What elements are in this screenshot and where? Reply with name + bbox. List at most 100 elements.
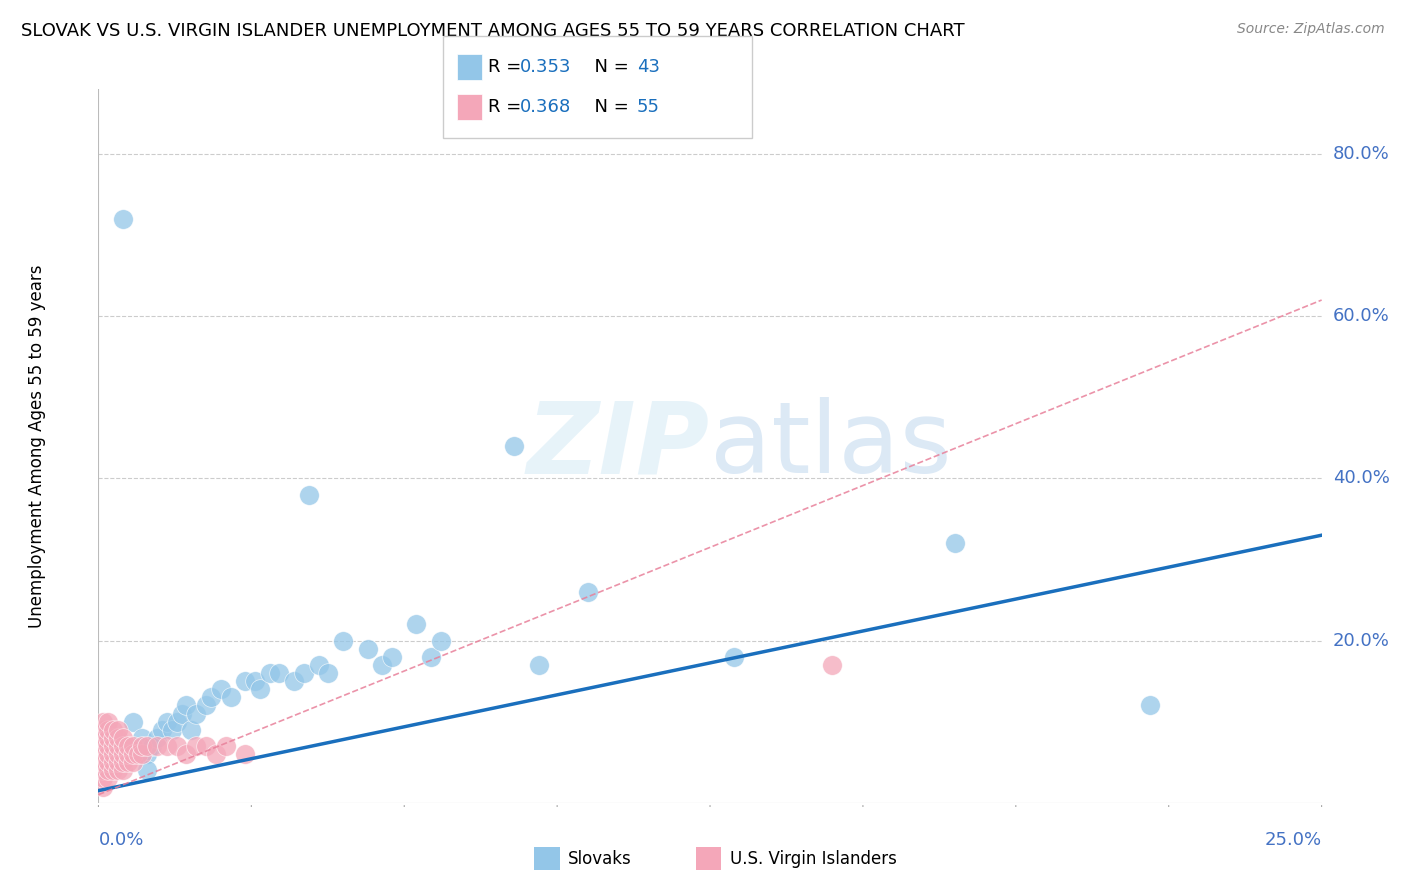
- Point: [117, 756, 139, 770]
- Point: [214, 739, 236, 753]
- Text: Source: ZipAtlas.com: Source: ZipAtlas.com: [1237, 22, 1385, 37]
- Point: [205, 747, 228, 761]
- Point: [131, 731, 153, 745]
- Point: [91, 756, 114, 770]
- Point: [107, 756, 129, 770]
- Point: [1139, 698, 1161, 713]
- Point: [219, 690, 242, 705]
- Point: [420, 649, 443, 664]
- Point: [121, 714, 143, 729]
- Point: [91, 764, 114, 778]
- Text: N =: N =: [583, 98, 636, 116]
- Point: [405, 617, 427, 632]
- Point: [156, 739, 179, 753]
- Text: 0.0%: 0.0%: [98, 830, 143, 848]
- Text: R =: R =: [488, 98, 527, 116]
- Point: [503, 439, 526, 453]
- Point: [117, 739, 139, 753]
- Point: [97, 731, 120, 745]
- Text: 0.353: 0.353: [520, 58, 572, 76]
- Point: [111, 739, 134, 753]
- Text: Unemployment Among Ages 55 to 59 years: Unemployment Among Ages 55 to 59 years: [28, 264, 46, 628]
- Point: [283, 674, 305, 689]
- Point: [91, 772, 114, 786]
- Point: [101, 747, 124, 761]
- Point: [91, 723, 114, 737]
- Point: [146, 739, 169, 753]
- Point: [136, 764, 159, 778]
- Point: [101, 756, 124, 770]
- Point: [166, 714, 188, 729]
- Point: [117, 747, 139, 761]
- Point: [107, 747, 129, 761]
- Point: [308, 657, 330, 672]
- Point: [127, 747, 149, 761]
- Point: [186, 739, 208, 753]
- Point: [318, 666, 340, 681]
- Text: N =: N =: [583, 58, 636, 76]
- Text: 0.368: 0.368: [520, 98, 571, 116]
- Point: [243, 674, 266, 689]
- Point: [111, 756, 134, 770]
- Text: 25.0%: 25.0%: [1264, 830, 1322, 848]
- Point: [91, 739, 114, 753]
- Point: [723, 649, 745, 664]
- Text: U.S. Virgin Islanders: U.S. Virgin Islanders: [730, 850, 897, 868]
- Point: [111, 764, 134, 778]
- Point: [166, 739, 188, 753]
- Point: [371, 657, 394, 672]
- Point: [170, 706, 193, 721]
- Point: [430, 633, 453, 648]
- Point: [233, 674, 256, 689]
- Point: [121, 747, 143, 761]
- Point: [200, 690, 222, 705]
- Point: [136, 747, 159, 761]
- Text: 60.0%: 60.0%: [1333, 307, 1389, 326]
- Point: [259, 666, 281, 681]
- Text: 55: 55: [637, 98, 659, 116]
- Point: [91, 780, 114, 794]
- Point: [131, 747, 153, 761]
- Point: [821, 657, 844, 672]
- Point: [107, 723, 129, 737]
- Text: atlas: atlas: [710, 398, 952, 494]
- Point: [101, 739, 124, 753]
- Point: [176, 747, 198, 761]
- Point: [527, 657, 550, 672]
- Point: [150, 723, 173, 737]
- Point: [121, 739, 143, 753]
- Text: 40.0%: 40.0%: [1333, 469, 1389, 487]
- Point: [97, 714, 120, 729]
- Point: [195, 739, 218, 753]
- Point: [249, 682, 271, 697]
- Text: 43: 43: [637, 58, 659, 76]
- Point: [91, 747, 114, 761]
- Point: [97, 723, 120, 737]
- Point: [97, 764, 120, 778]
- Point: [233, 747, 256, 761]
- Point: [943, 536, 966, 550]
- Text: Slovaks: Slovaks: [568, 850, 631, 868]
- Point: [160, 723, 183, 737]
- Point: [97, 739, 120, 753]
- Point: [101, 723, 124, 737]
- Point: [180, 723, 202, 737]
- Point: [136, 739, 159, 753]
- Point: [131, 739, 153, 753]
- Point: [97, 772, 120, 786]
- Point: [97, 756, 120, 770]
- Point: [111, 747, 134, 761]
- Point: [356, 641, 378, 656]
- Point: [111, 731, 134, 745]
- Point: [141, 739, 163, 753]
- Point: [121, 756, 143, 770]
- Point: [576, 585, 599, 599]
- Point: [195, 698, 218, 713]
- Point: [146, 731, 169, 745]
- Point: [111, 211, 134, 226]
- Point: [107, 764, 129, 778]
- Text: ZIP: ZIP: [527, 398, 710, 494]
- Point: [91, 756, 114, 770]
- Text: SLOVAK VS U.S. VIRGIN ISLANDER UNEMPLOYMENT AMONG AGES 55 TO 59 YEARS CORRELATIO: SLOVAK VS U.S. VIRGIN ISLANDER UNEMPLOYM…: [21, 22, 965, 40]
- Point: [101, 764, 124, 778]
